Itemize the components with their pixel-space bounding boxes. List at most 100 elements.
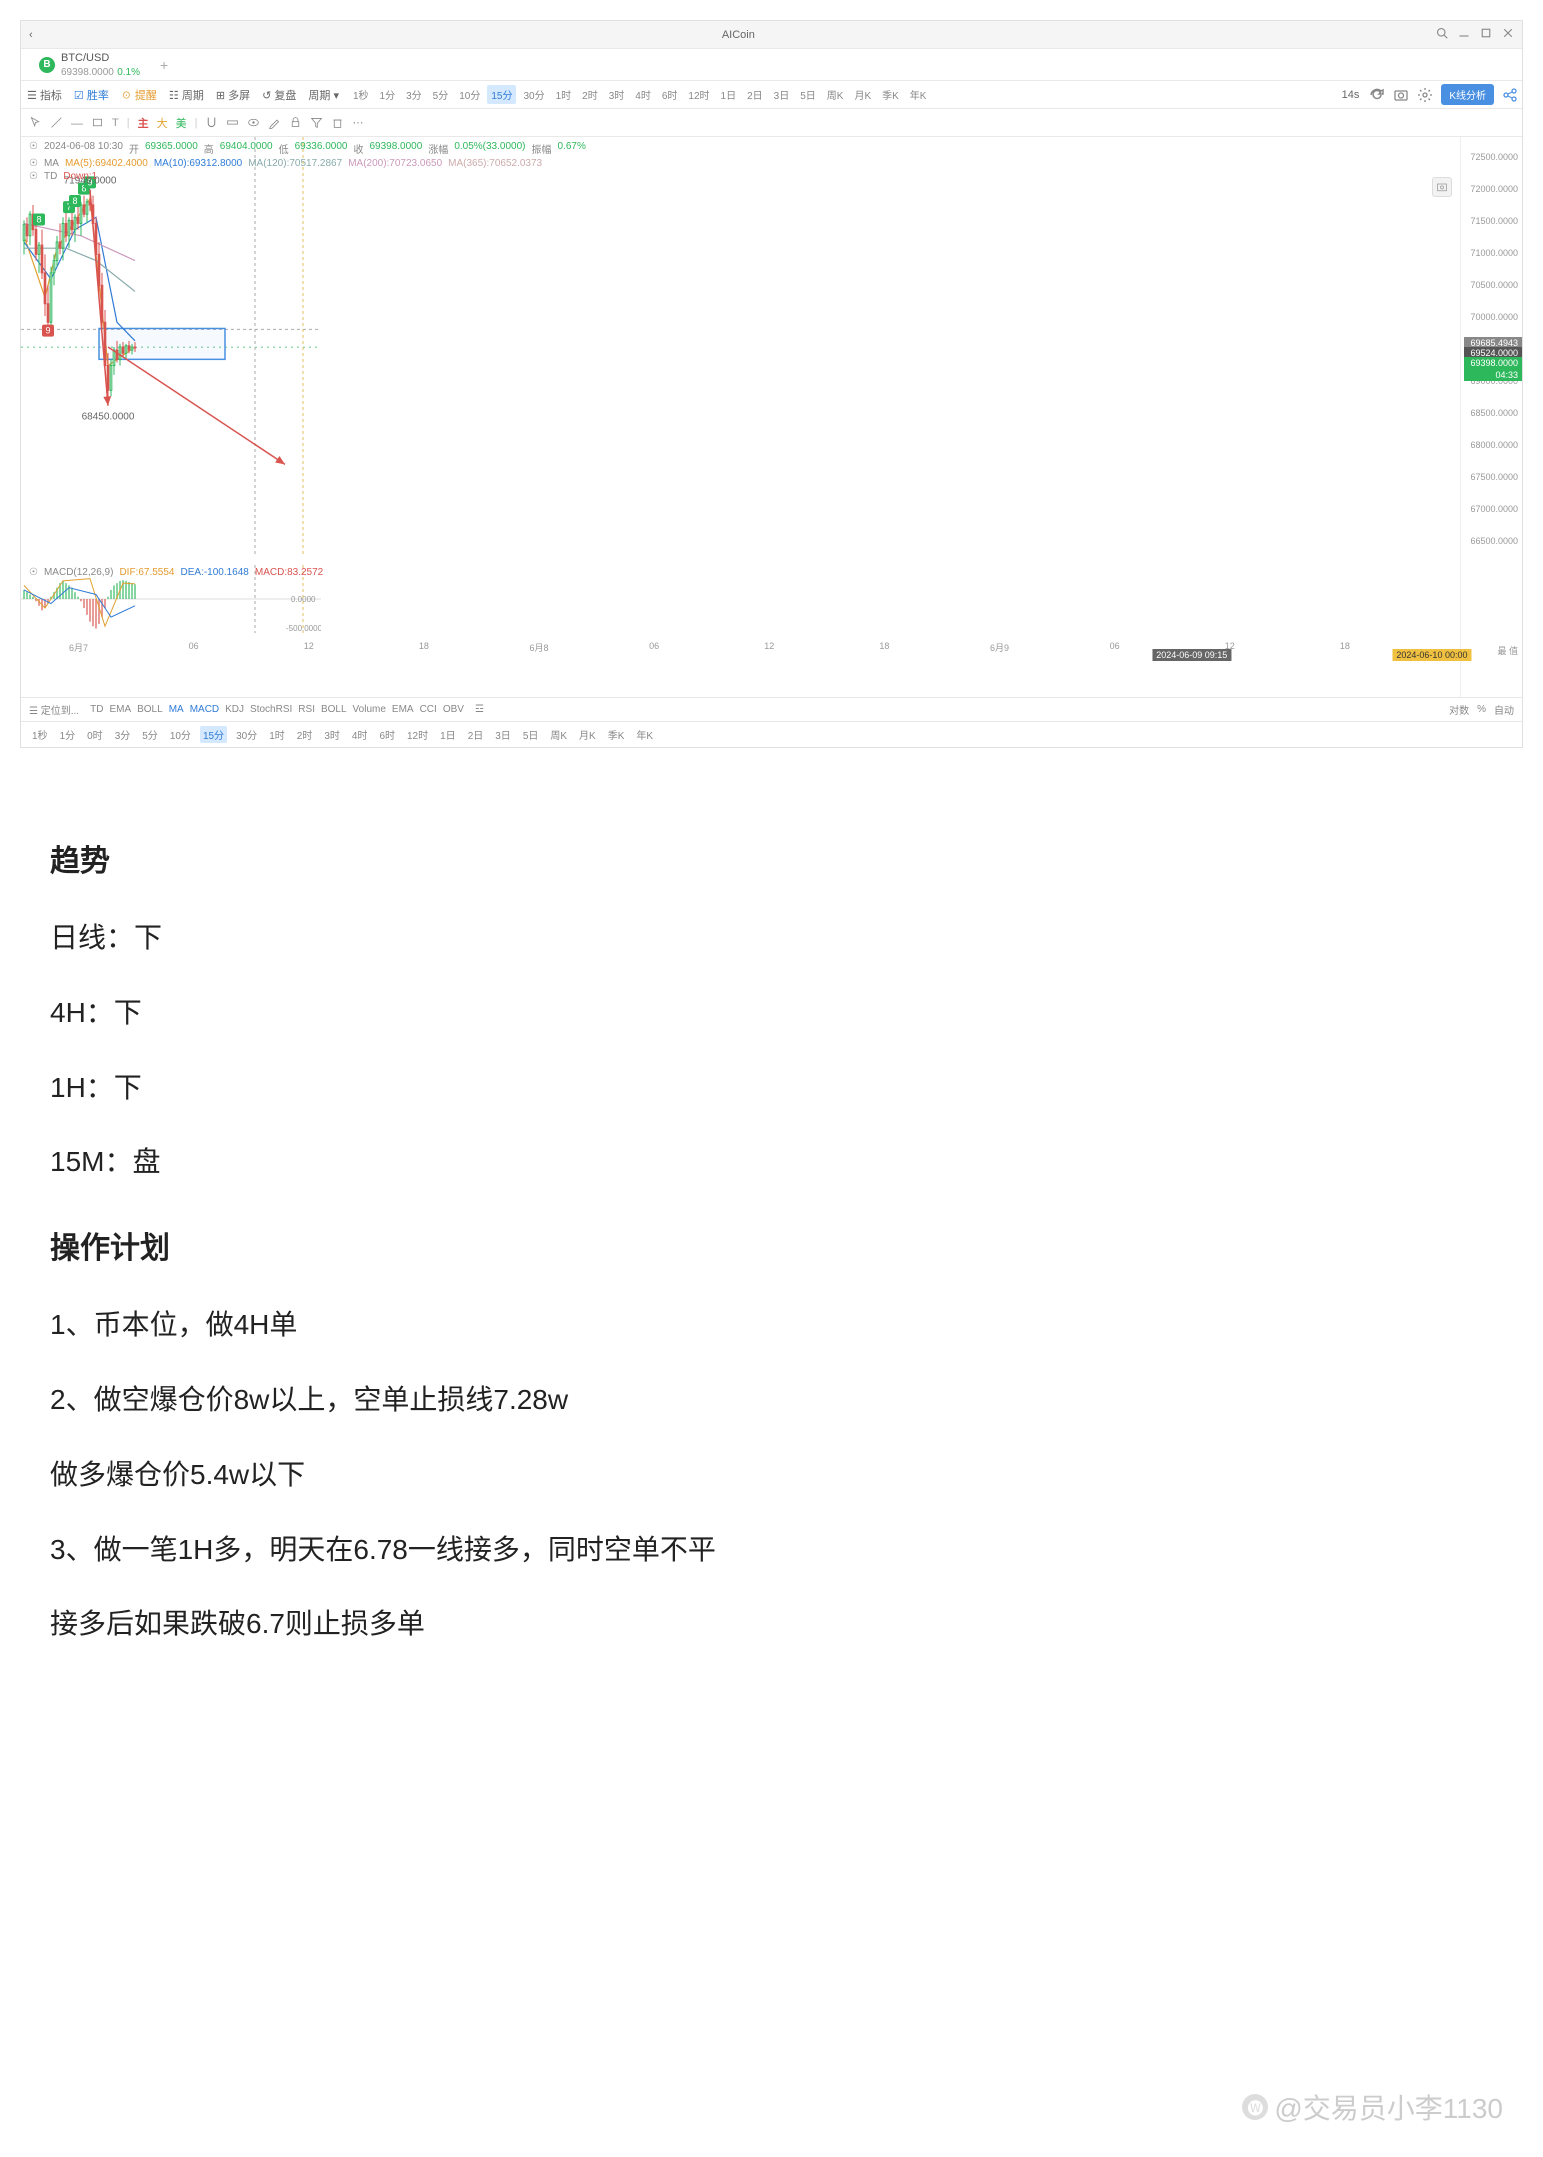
more-tool[interactable]: ⋯ bbox=[352, 116, 363, 129]
timeframe-bot-3时[interactable]: 3时 bbox=[321, 726, 343, 743]
magnet-tool[interactable] bbox=[205, 116, 218, 129]
indicator-macd-4[interactable]: MACD bbox=[187, 704, 222, 715]
indicator-td-0[interactable]: TD bbox=[87, 704, 106, 715]
indicator-rsi-7[interactable]: RSI bbox=[295, 704, 318, 715]
timeframe-bot-6时[interactable]: 6时 bbox=[376, 726, 398, 743]
timeframe-bot-月K[interactable]: 月K bbox=[576, 726, 599, 743]
indicator-obv-12[interactable]: OBV bbox=[440, 704, 467, 715]
indicator-ema-1[interactable]: EMA bbox=[106, 704, 134, 715]
toolbar-period[interactable]: ☷ 周期 bbox=[163, 87, 210, 103]
indicator-cci-11[interactable]: CCI bbox=[417, 704, 440, 715]
pencil-tool[interactable] bbox=[268, 116, 281, 129]
rect-tool[interactable] bbox=[91, 116, 104, 129]
timeframe-6时[interactable]: 6时 bbox=[658, 85, 682, 104]
ruler-tool[interactable] bbox=[226, 116, 239, 129]
timeframe-bot-12时[interactable]: 12时 bbox=[404, 726, 431, 743]
indicator-stochrsi-6[interactable]: StochRSI bbox=[247, 704, 295, 715]
more-indicators[interactable]: ☲ bbox=[475, 704, 484, 715]
timeframe-2时[interactable]: 2时 bbox=[578, 85, 602, 104]
chart-area[interactable]: ☉ 2024-06-08 10:30 开69365.0000 高69404.00… bbox=[21, 137, 1522, 697]
indicator-boll-2[interactable]: BOLL bbox=[134, 704, 166, 715]
timeframe-bot-0时[interactable]: 0时 bbox=[84, 726, 106, 743]
timeframe-5分[interactable]: 5分 bbox=[429, 85, 453, 104]
timeframe-bot-30分[interactable]: 30分 bbox=[233, 726, 260, 743]
add-tab-button[interactable]: + bbox=[160, 57, 168, 73]
timeframe-5日[interactable]: 5日 bbox=[796, 85, 820, 104]
timeframe-季K[interactable]: 季K bbox=[878, 85, 903, 104]
timeframe-bot-3分[interactable]: 3分 bbox=[112, 726, 134, 743]
settings-icon[interactable] bbox=[1417, 87, 1433, 103]
timeframe-12时[interactable]: 12时 bbox=[684, 85, 713, 104]
indicator-ema-10[interactable]: EMA bbox=[389, 704, 417, 715]
toolbar-cycle[interactable]: 周期 ▾ bbox=[302, 87, 345, 103]
toolbar-multi[interactable]: ⊞ 多屏 bbox=[210, 87, 256, 103]
timeframe-bot-15分[interactable]: 15分 bbox=[200, 726, 227, 743]
search-icon[interactable] bbox=[1436, 27, 1448, 42]
camera-icon[interactable] bbox=[1393, 87, 1409, 103]
toolbar-indicator[interactable]: ☰ 指标 bbox=[21, 87, 68, 103]
axis-pct[interactable]: % bbox=[1477, 704, 1486, 715]
text-tool[interactable]: T bbox=[112, 117, 119, 129]
timeframe-bot-3日[interactable]: 3日 bbox=[492, 726, 514, 743]
axis-auto[interactable]: 自动 bbox=[1494, 702, 1514, 717]
timeframe-bot-2日[interactable]: 2日 bbox=[465, 726, 487, 743]
trash-tool[interactable] bbox=[331, 116, 344, 129]
timeframe-月K[interactable]: 月K bbox=[850, 85, 875, 104]
toolbar-winrate[interactable]: ☑ 胜率 bbox=[68, 87, 115, 103]
symbol-tab[interactable]: B BTC/USD 69398.0000 0.1% bbox=[29, 48, 150, 82]
timeframe-年K[interactable]: 年K bbox=[906, 85, 931, 104]
back-icon[interactable]: ‹ bbox=[29, 29, 33, 41]
toolbar-alert[interactable]: ☉ 提醒 bbox=[115, 87, 163, 103]
timeframe-1时[interactable]: 1时 bbox=[552, 85, 576, 104]
line-tool[interactable] bbox=[50, 116, 63, 129]
timeframe-2日[interactable]: 2日 bbox=[743, 85, 767, 104]
close-icon[interactable] bbox=[1502, 27, 1514, 42]
timeframe-30分[interactable]: 30分 bbox=[519, 85, 548, 104]
axis-log[interactable]: 对数 bbox=[1449, 702, 1469, 717]
indicator-kdj-5[interactable]: KDJ bbox=[222, 704, 247, 715]
timeframe-周K[interactable]: 周K bbox=[823, 85, 848, 104]
timeframe-bot-1日[interactable]: 1日 bbox=[437, 726, 459, 743]
timeframe-bot-4时[interactable]: 4时 bbox=[349, 726, 371, 743]
lock-tool[interactable] bbox=[289, 116, 302, 129]
timeframe-bot-5日[interactable]: 5日 bbox=[520, 726, 542, 743]
indicator-boll-8[interactable]: BOLL bbox=[318, 704, 350, 715]
timeframe-3时[interactable]: 3时 bbox=[605, 85, 629, 104]
timeframe-bot-季K[interactable]: 季K bbox=[605, 726, 628, 743]
timeframe-bot-10分[interactable]: 10分 bbox=[167, 726, 194, 743]
style-big[interactable]: 大 bbox=[157, 115, 168, 131]
share-icon[interactable] bbox=[1502, 87, 1518, 103]
timeframe-bot-年K[interactable]: 年K bbox=[633, 726, 656, 743]
filter-tool[interactable] bbox=[310, 116, 323, 129]
plan-1: 1、币本位，做4H单 bbox=[50, 1303, 1493, 1348]
timeframe-4时[interactable]: 4时 bbox=[631, 85, 655, 104]
minimize-icon[interactable] bbox=[1458, 27, 1470, 42]
timeframe-1分[interactable]: 1分 bbox=[376, 85, 400, 104]
style-main[interactable]: 主 bbox=[138, 115, 149, 131]
eye-tool[interactable] bbox=[247, 116, 260, 129]
timeframe-bot-1秒[interactable]: 1秒 bbox=[29, 726, 51, 743]
main-chart-svg[interactable]: 89788971949.000068450.0000 bbox=[21, 137, 321, 557]
refresh-icon[interactable] bbox=[1369, 87, 1385, 103]
timeframe-bot-1分[interactable]: 1分 bbox=[57, 726, 79, 743]
indicator-volume-9[interactable]: Volume bbox=[350, 704, 389, 715]
maximize-icon[interactable] bbox=[1480, 27, 1492, 42]
toolbar-replay[interactable]: ↺ 复盘 bbox=[256, 87, 302, 103]
timeframe-1日[interactable]: 1日 bbox=[717, 85, 741, 104]
snapshot-icon[interactable] bbox=[1432, 177, 1452, 197]
horizon-tool[interactable]: — bbox=[71, 116, 83, 130]
timeframe-bot-2时[interactable]: 2时 bbox=[294, 726, 316, 743]
indicator-ma-3[interactable]: MA bbox=[166, 704, 187, 715]
timeframe-3分[interactable]: 3分 bbox=[402, 85, 426, 104]
timeframe-1秒[interactable]: 1秒 bbox=[349, 85, 373, 104]
style-mei[interactable]: 美 bbox=[176, 115, 187, 131]
timeframe-15分[interactable]: 15分 bbox=[487, 85, 516, 104]
timeframe-bot-1时[interactable]: 1时 bbox=[266, 726, 288, 743]
cursor-tool[interactable] bbox=[29, 116, 42, 129]
timeframe-bot-周K[interactable]: 周K bbox=[547, 726, 570, 743]
timeframe-10分[interactable]: 10分 bbox=[455, 85, 484, 104]
timeframe-3日[interactable]: 3日 bbox=[770, 85, 794, 104]
kline-analysis-button[interactable]: K线分析 bbox=[1441, 84, 1494, 105]
timeframe-bot-5分[interactable]: 5分 bbox=[139, 726, 161, 743]
locate-button[interactable]: ☰ 定位到... bbox=[29, 702, 79, 717]
